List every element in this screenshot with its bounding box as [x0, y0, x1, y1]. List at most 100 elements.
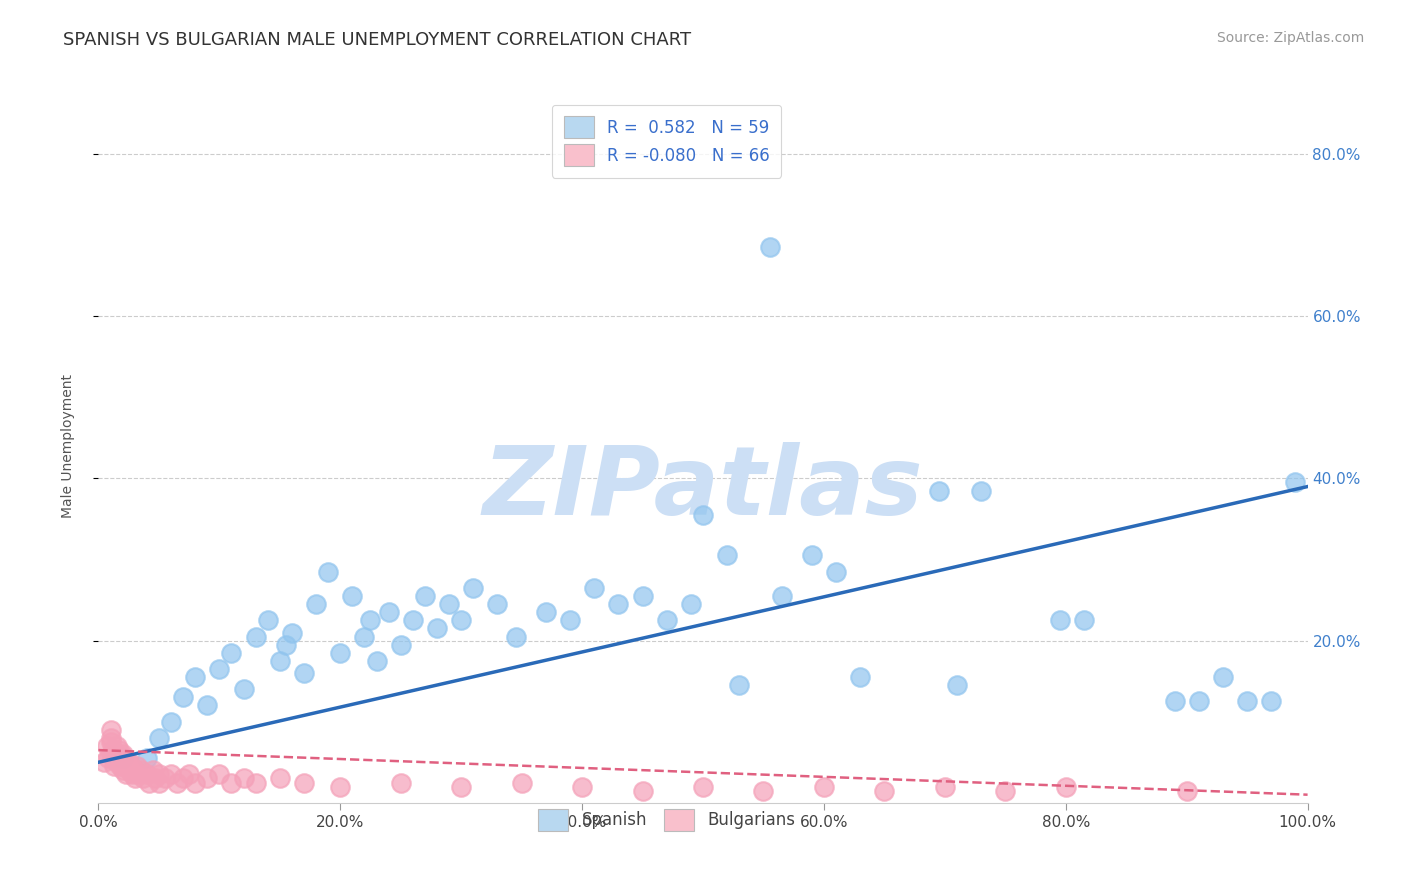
Point [534, 605, 557, 619]
Point [994, 783, 1017, 797]
Text: Source: ZipAtlas.com: Source: ZipAtlas.com [1216, 31, 1364, 45]
Point [1212, 670, 1234, 684]
Point [127, 759, 149, 773]
Point [127, 767, 149, 781]
Point [679, 597, 702, 611]
Point [366, 654, 388, 668]
Point [970, 483, 993, 498]
Point [221, 775, 243, 789]
Point [221, 646, 243, 660]
Point [342, 589, 364, 603]
Point [129, 764, 152, 778]
Point [292, 775, 315, 789]
Point [946, 678, 969, 692]
Point [360, 613, 382, 627]
Point [329, 646, 352, 660]
Point [103, 751, 125, 765]
Point [873, 783, 896, 797]
Point [132, 772, 155, 786]
Point [101, 743, 124, 757]
Point [105, 739, 128, 753]
Point [1073, 613, 1095, 627]
Point [135, 767, 157, 781]
Point [153, 772, 176, 786]
Point [232, 772, 254, 786]
Point [631, 783, 654, 797]
Point [111, 756, 134, 770]
Point [329, 780, 352, 794]
Point [115, 767, 138, 781]
Point [1260, 694, 1282, 708]
Point [758, 240, 780, 254]
Point [274, 638, 297, 652]
Point [716, 549, 738, 563]
Point [505, 630, 527, 644]
Point [825, 565, 848, 579]
Y-axis label: Male Unemployment: Male Unemployment [60, 374, 75, 518]
Point [138, 775, 160, 789]
Point [166, 775, 188, 789]
Point [96, 739, 118, 753]
Legend: Spanish, Bulgarians: Spanish, Bulgarians [531, 803, 801, 838]
Point [160, 767, 183, 781]
Point [245, 630, 267, 644]
Point [160, 714, 183, 729]
Point [770, 589, 793, 603]
Point [100, 731, 122, 745]
Point [148, 767, 170, 781]
Point [402, 613, 425, 627]
Point [142, 764, 165, 778]
Point [184, 775, 207, 789]
Point [1049, 613, 1071, 627]
Point [121, 767, 143, 781]
Point [413, 589, 436, 603]
Point [692, 508, 714, 522]
Point [607, 597, 630, 611]
Point [184, 670, 207, 684]
Point [100, 735, 122, 749]
Point [179, 767, 201, 781]
Point [1236, 694, 1258, 708]
Point [172, 772, 194, 786]
Point [292, 666, 315, 681]
Point [269, 654, 291, 668]
Point [111, 751, 134, 765]
Point [450, 613, 472, 627]
Point [928, 483, 950, 498]
Point [389, 775, 412, 789]
Point [148, 731, 170, 745]
Point [655, 613, 678, 627]
Point [111, 747, 134, 761]
Point [450, 780, 472, 794]
Point [486, 597, 509, 611]
Point [195, 698, 218, 713]
Point [195, 772, 218, 786]
Point [108, 759, 131, 773]
Point [120, 759, 142, 773]
Point [813, 780, 835, 794]
Point [426, 622, 449, 636]
Point [124, 764, 146, 778]
Point [105, 747, 128, 761]
Point [752, 783, 775, 797]
Point [114, 751, 136, 765]
Point [692, 780, 714, 794]
Point [115, 759, 138, 773]
Text: SPANISH VS BULGARIAN MALE UNEMPLOYMENT CORRELATION CHART: SPANISH VS BULGARIAN MALE UNEMPLOYMENT C… [63, 31, 692, 49]
Point [148, 775, 170, 789]
Point [437, 597, 460, 611]
Point [208, 662, 231, 676]
Point [583, 581, 606, 595]
Point [377, 605, 399, 619]
Point [305, 597, 328, 611]
Point [934, 780, 956, 794]
Point [1163, 694, 1185, 708]
Point [1054, 780, 1077, 794]
Point [135, 751, 157, 765]
Point [463, 581, 485, 595]
Point [172, 690, 194, 705]
Point [281, 625, 304, 640]
Point [1284, 475, 1306, 490]
Point [100, 747, 122, 761]
Point [800, 549, 823, 563]
